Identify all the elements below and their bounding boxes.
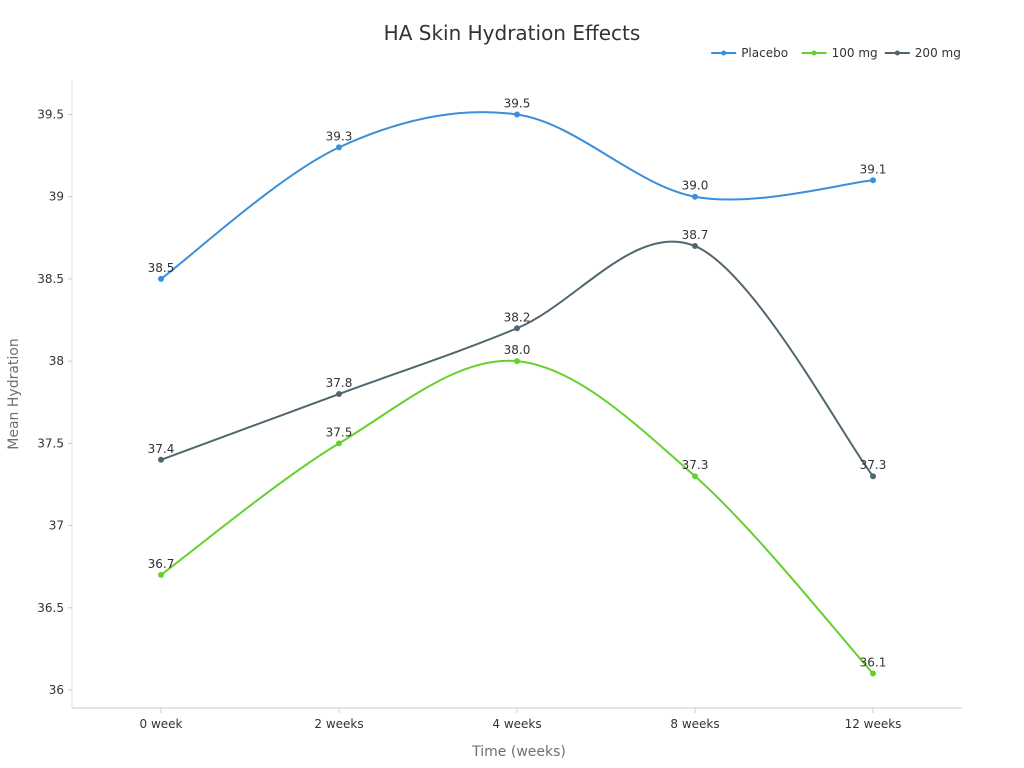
- legend-label: 200 mg: [915, 46, 961, 60]
- series-placebo: 38.5 39.3 39.5 39.0 39.1: [148, 97, 887, 282]
- data-label-100-mg: 37.5: [326, 425, 353, 439]
- data-label-placebo: 39.0: [682, 179, 709, 193]
- x-tick-label: 2 weeks: [314, 717, 363, 731]
- data-point-placebo[interactable]: [692, 193, 698, 200]
- series-line-100-mg: [160, 359, 874, 675]
- data-label-placebo: 39.5: [504, 97, 531, 111]
- data-point-200-mg[interactable]: [692, 243, 698, 250]
- y-tick-label: 39.5: [37, 108, 64, 122]
- y-tick-label: 38.5: [37, 272, 64, 286]
- data-label-200-mg: 38.2: [504, 310, 531, 324]
- data-label-100-mg: 38.0: [504, 343, 531, 357]
- data-point-placebo[interactable]: [336, 144, 342, 151]
- data-point-100-mg[interactable]: [158, 571, 164, 578]
- series-line-placebo: [160, 111, 874, 280]
- legend-marker: [811, 50, 817, 56]
- data-label-placebo: 39.1: [860, 162, 887, 176]
- x-tick-label: 4 weeks: [492, 717, 541, 731]
- y-tick-label: 39: [49, 190, 64, 204]
- y-ticks: 36 36.5 37 37.5 38 38.5 39 39.5: [37, 108, 72, 697]
- legend-item-100-mg[interactable]: 100 mg: [801, 46, 878, 60]
- chart-title: HA Skin Hydration Effects: [384, 21, 641, 45]
- legend: Placebo 100 mg 200 mg: [711, 46, 961, 60]
- legend-label: 100 mg: [832, 46, 878, 60]
- series-100-mg: 36.7 37.5 38.0 37.3 36.1: [148, 343, 887, 677]
- legend-marker: [721, 50, 727, 56]
- y-tick-label: 37: [49, 519, 64, 533]
- x-ticks: 0 week 2 weeks 4 weeks 8 weeks 12 weeks: [140, 708, 902, 731]
- series-200-mg: 37.4 37.8 38.2 38.7 37.3: [148, 228, 887, 480]
- data-point-200-mg[interactable]: [514, 325, 520, 332]
- data-label-100-mg: 36.7: [148, 557, 175, 571]
- data-point-placebo[interactable]: [158, 275, 164, 282]
- data-label-200-mg: 37.8: [326, 376, 353, 390]
- y-tick-label: 36: [49, 683, 64, 697]
- data-label-placebo: 39.3: [326, 129, 353, 143]
- data-label-200-mg: 38.7: [682, 228, 709, 242]
- legend-label: Placebo: [741, 46, 788, 60]
- x-tick-label: 0 week: [140, 717, 183, 731]
- legend-item-200-mg[interactable]: 200 mg: [884, 46, 961, 60]
- axes: 36 36.5 37 37.5 38 38.5 39 39.5 0 week 2 weeks 4 …: [37, 80, 962, 731]
- legend-item-placebo[interactable]: Placebo: [711, 46, 788, 60]
- data-label-placebo: 38.5: [148, 261, 175, 275]
- series-line-200-mg: [160, 240, 874, 477]
- y-tick-label: 36.5: [37, 601, 64, 615]
- data-point-100-mg[interactable]: [514, 358, 520, 365]
- data-label-100-mg: 36.1: [860, 656, 887, 670]
- data-label-200-mg: 37.3: [860, 458, 887, 472]
- data-point-100-mg[interactable]: [692, 473, 698, 480]
- data-label-100-mg: 37.3: [682, 458, 709, 472]
- x-tick-label: 12 weeks: [845, 717, 902, 731]
- plot-area: 38.5 39.3 39.5 39.0 39.1 36.7 37.5 38.0 37.3 36.1…: [148, 97, 887, 677]
- y-axis-title: Mean Hydration: [6, 338, 22, 449]
- data-label-200-mg: 37.4: [148, 442, 175, 456]
- y-tick-label: 37.5: [37, 436, 64, 450]
- data-point-200-mg[interactable]: [870, 473, 876, 480]
- x-tick-label: 8 weeks: [670, 717, 719, 731]
- legend-marker: [894, 50, 900, 56]
- data-point-200-mg[interactable]: [336, 391, 342, 398]
- data-point-200-mg[interactable]: [158, 456, 164, 463]
- data-point-placebo[interactable]: [514, 111, 520, 118]
- y-tick-label: 38: [49, 354, 64, 368]
- data-point-100-mg[interactable]: [336, 440, 342, 447]
- data-point-placebo[interactable]: [870, 177, 876, 184]
- x-axis-title: Time (weeks): [471, 744, 566, 760]
- data-point-100-mg[interactable]: [870, 670, 876, 677]
